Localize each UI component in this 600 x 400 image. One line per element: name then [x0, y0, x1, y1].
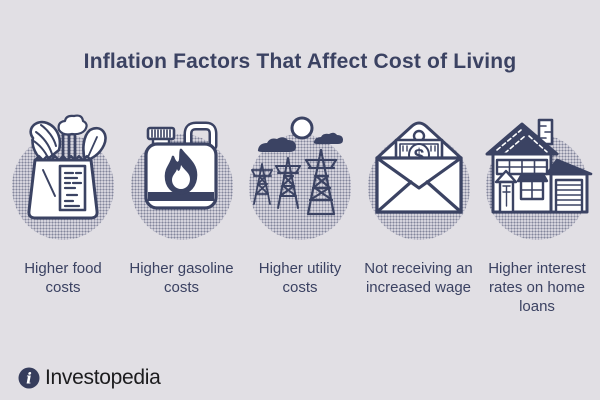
svg-text:i: i: [26, 370, 32, 388]
house-loan-icon: [485, 118, 593, 214]
factor-label-utility: Higher utility costs: [258, 260, 342, 296]
gas-can-icon: [143, 121, 218, 210]
grocery-bag-icon: [27, 114, 107, 220]
page-title: Inflation Factors That Affect Cost of Li…: [83, 50, 517, 73]
factors-row: Higher food costs: [0, 100, 600, 316]
factor-utility: Higher utility costs: [241, 100, 359, 316]
brand-wordmark: Investopedia: [45, 366, 161, 389]
wage-envelope-icon: $: [374, 121, 463, 214]
factor-wage: $ Not receiving an increased wage: [360, 100, 478, 316]
factor-label-gasoline: Higher gasoline costs: [129, 260, 234, 296]
investopedia-logo-icon: i: [18, 367, 40, 389]
factor-home-loans: Higher interest rates on home loans: [478, 100, 596, 316]
factor-gasoline: Higher gasoline costs: [123, 100, 241, 316]
brand-footer: i Investopedia: [18, 366, 161, 390]
factor-label-home-loans: Higher interest rates on home loans: [488, 260, 586, 315]
factor-label-food: Higher food costs: [24, 260, 102, 296]
factor-food: Higher food costs: [4, 100, 122, 316]
power-lines-icon: [251, 116, 343, 216]
factor-label-wage: Not receiving an increased wage: [364, 260, 473, 296]
